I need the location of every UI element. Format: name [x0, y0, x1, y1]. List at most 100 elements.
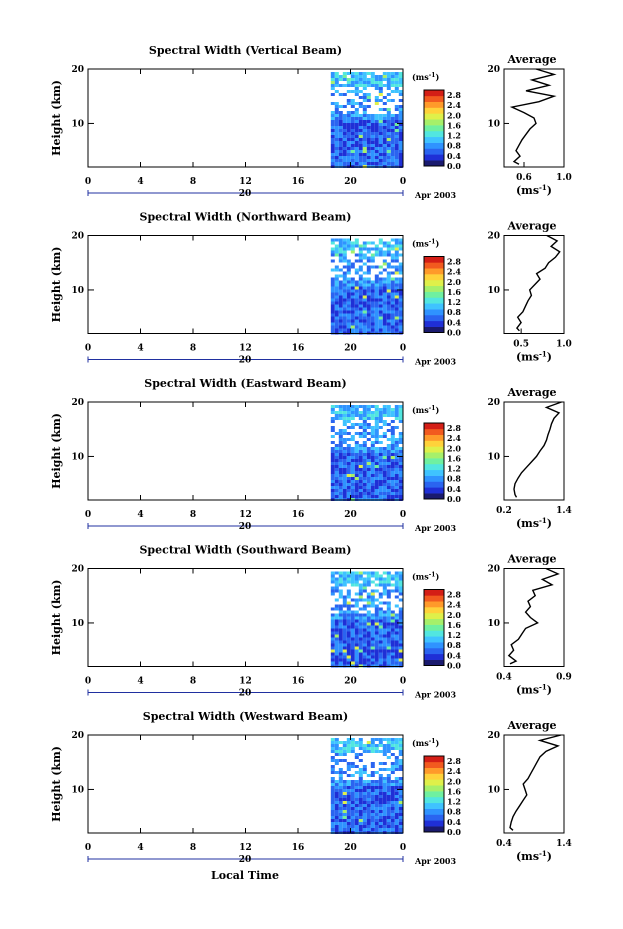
heatmap-cell [366, 619, 371, 623]
heatmap-cell [350, 295, 355, 299]
heatmap-cell [378, 271, 383, 275]
heatmap-cell [366, 474, 371, 477]
heatmap-cell [346, 141, 351, 144]
heatmap-cell [338, 804, 343, 807]
heatmap-cell [346, 319, 351, 323]
heatmap-cell [346, 813, 351, 816]
heatmap-cell [358, 816, 363, 819]
heatmap-cell [370, 786, 375, 789]
heatmap-cell [350, 616, 355, 620]
heatmap-cell [362, 747, 367, 750]
colorbar-tick-label: 1.2 [447, 464, 461, 474]
heatmap-cell [386, 72, 391, 75]
heatmap-cell [346, 268, 351, 272]
heatmap-cell [342, 598, 347, 602]
heatmap-cell [350, 304, 355, 308]
heatmap-cell [334, 111, 339, 114]
heatmap-cell [358, 129, 363, 132]
heatmap-cell [342, 247, 347, 251]
heatmap-cell [366, 813, 371, 816]
heatmap-cell [378, 592, 383, 596]
heatmap-cell [394, 768, 399, 771]
x-tick-label: 8 [190, 843, 196, 853]
heatmap-cell [346, 81, 351, 84]
heatmap-cell [334, 798, 339, 801]
heatmap-cell [362, 619, 367, 623]
heatmap-cell [382, 102, 387, 105]
heatmap-cell [342, 816, 347, 819]
heatmap-cell [362, 646, 367, 650]
heatmap-cell [338, 120, 343, 123]
heatmap-cell [378, 292, 383, 296]
heatmap-cell [358, 444, 363, 447]
heatmap-cell [358, 637, 363, 641]
heatmap-cell [366, 807, 371, 810]
heatmap-cell [342, 601, 347, 605]
heatmap-cell [330, 592, 335, 596]
colorbar-tick-label: 1.2 [447, 131, 461, 141]
heatmap-cell [334, 159, 339, 162]
heatmap-cell [350, 637, 355, 641]
heatmap-cell [346, 658, 351, 662]
heatmap-cell [362, 328, 367, 332]
heatmap-cell [350, 804, 355, 807]
heatmap-cell [398, 244, 403, 248]
heatmap-cell [382, 319, 387, 323]
heatmap-cell [346, 99, 351, 102]
heatmap-cell [378, 649, 383, 653]
heatmap-cell [390, 316, 395, 320]
colorbar-swatch [424, 136, 444, 143]
heatmap-cell [346, 289, 351, 293]
heatmap-cell [378, 313, 383, 317]
heatmap-cell [370, 765, 375, 768]
heatmap-cell [330, 816, 335, 819]
colorbar-swatch [424, 279, 444, 287]
heatmap-cell [362, 580, 367, 584]
heatmap-cell [390, 271, 395, 275]
heatmap-cell [374, 144, 379, 147]
heatmap-cell [378, 120, 383, 123]
heatmap-cell [334, 492, 339, 495]
x-tick-label: 4 [137, 677, 143, 687]
heatmap-cell [370, 135, 375, 138]
heatmap-cell [378, 640, 383, 644]
heatmap-cell [378, 738, 383, 741]
heatmap-cell [370, 619, 375, 623]
heatmap-cell [398, 114, 403, 117]
heatmap-cell [370, 265, 375, 269]
heatmap-cell [398, 777, 403, 780]
heatmap-cell [374, 486, 379, 489]
heatmap-cell [370, 162, 375, 165]
heatmap-cell [398, 408, 403, 411]
heatmap-cell [334, 129, 339, 132]
colorbar-frame [423, 422, 445, 500]
heatmap-cell [334, 316, 339, 320]
heatmap-cell [398, 138, 403, 141]
heatmap-cell [346, 322, 351, 326]
heatmap-cell [342, 801, 347, 804]
heatmap-cell [362, 283, 367, 287]
heatmap-cell [394, 619, 399, 623]
heatmap-cell [366, 616, 371, 620]
heatmap-cell [342, 474, 347, 477]
heatmap-cell [342, 144, 347, 147]
heatmap-cell [374, 465, 379, 468]
heatmap-cell [338, 247, 343, 251]
heatmap-cell [390, 462, 395, 465]
heatmap-cell [350, 762, 355, 765]
heatmap-cell [394, 295, 399, 299]
heatmap-cell [374, 304, 379, 308]
heatmap-cell [374, 244, 379, 248]
heatmap-cell [382, 253, 387, 257]
heatmap-cell [338, 595, 343, 599]
heatmap-cell [354, 411, 359, 414]
heatmap-cell [346, 292, 351, 296]
heatmap-cell [334, 298, 339, 302]
heatmap-cell [374, 453, 379, 456]
heatmap-cell [382, 405, 387, 408]
heatmap-cell [386, 286, 391, 290]
heatmap-cell [394, 328, 399, 332]
heatmap-cell [342, 804, 347, 807]
heatmap-cell [390, 495, 395, 498]
heatmap-cell [382, 126, 387, 129]
